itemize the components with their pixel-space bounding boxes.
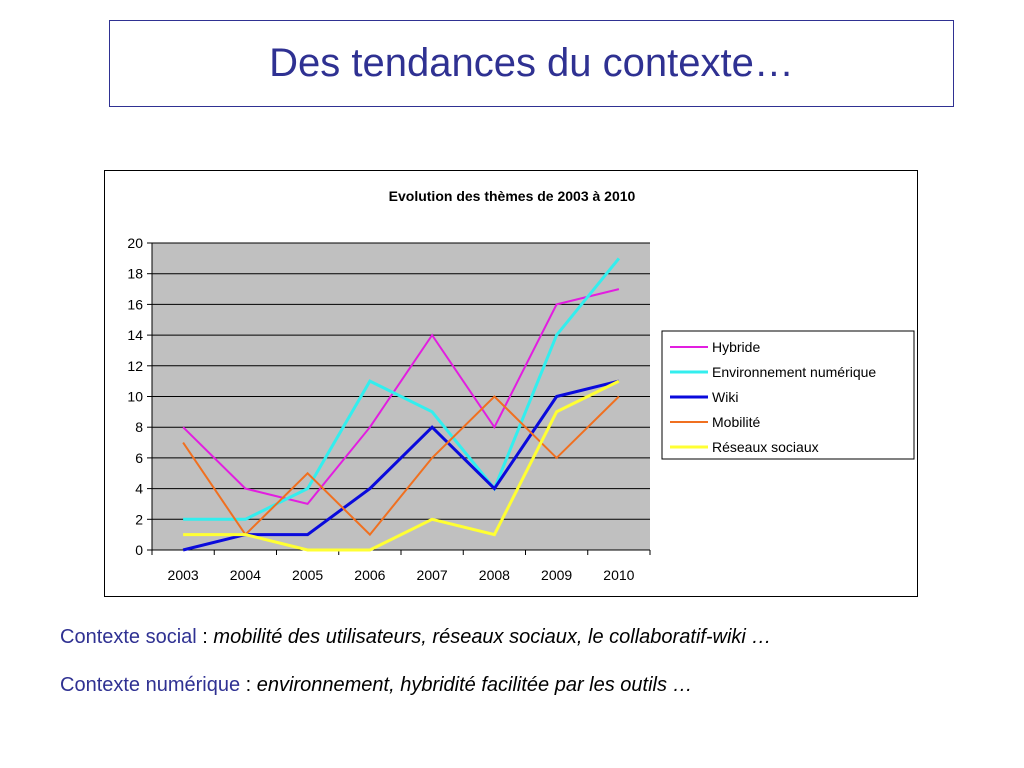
y-tick-label: 18 (127, 266, 143, 282)
legend-box (661, 330, 915, 460)
x-tick-label: 2007 (417, 567, 448, 583)
note-numerique-label: Contexte numérique (60, 674, 241, 696)
note-numerique-text: environnement, hybridité facilitée par l… (256, 674, 693, 696)
x-tick-label: 2004 (230, 567, 261, 583)
series-line-environnement-num-rique (183, 257, 621, 521)
legend-entry: Environnement numérique (712, 364, 876, 380)
series-line-hybride (182, 288, 620, 506)
y-tick-label: 4 (135, 481, 143, 497)
y-tick-label: 20 (127, 235, 143, 251)
y-tick-label: 0 (135, 542, 143, 558)
note-social-label: Contexte social (60, 626, 197, 648)
legend-entry: Wiki (712, 389, 738, 405)
y-tick-label: 10 (127, 389, 143, 405)
slide-title: Des tendances du contexte… (269, 41, 794, 85)
legend-entry: Réseaux sociaux (712, 439, 819, 455)
y-tick-label: 16 (127, 296, 143, 312)
x-tick-label: 2009 (541, 567, 572, 583)
slide-title-box: Des tendances du contexte… (109, 20, 954, 107)
note-numerique-separator: : (240, 674, 257, 696)
legend-entry: Hybride (712, 339, 760, 355)
x-tick-label: 2003 (168, 567, 199, 583)
x-tick-label: 2005 (292, 567, 323, 583)
x-tick-label: 2006 (354, 567, 385, 583)
line-chart: Evolution des thèmes de 2003 à 2010 0 2 4 6 8… (127, 188, 915, 583)
note-social: Contexte social : mobilité des utilisate… (60, 626, 771, 649)
y-tick-label: 12 (127, 358, 143, 374)
y-tick-label: 8 (135, 419, 143, 435)
x-tick-label: 2008 (479, 567, 510, 583)
note-social-separator: : (196, 626, 214, 648)
series-line-r-seaux-sociaux (183, 379, 620, 552)
note-social-text: mobilité des utilisateurs, réseaux socia… (213, 626, 772, 648)
y-tick-label: 14 (127, 327, 143, 343)
y-tick-label: 6 (135, 450, 143, 466)
y-tick-label: 2 (135, 511, 143, 527)
x-tick-label: 2010 (603, 567, 634, 583)
note-numerique: Contexte numérique : environnement, hybr… (60, 674, 693, 697)
chart-title: Evolution des thèmes de 2003 à 2010 (389, 188, 636, 204)
chart-frame: Evolution des thèmes de 2003 à 2010 0 2 4 6 8… (104, 170, 918, 597)
series-line-wiki (182, 379, 620, 552)
series-line-mobilit- (182, 395, 620, 537)
legend-entry: Mobilité (712, 414, 760, 430)
